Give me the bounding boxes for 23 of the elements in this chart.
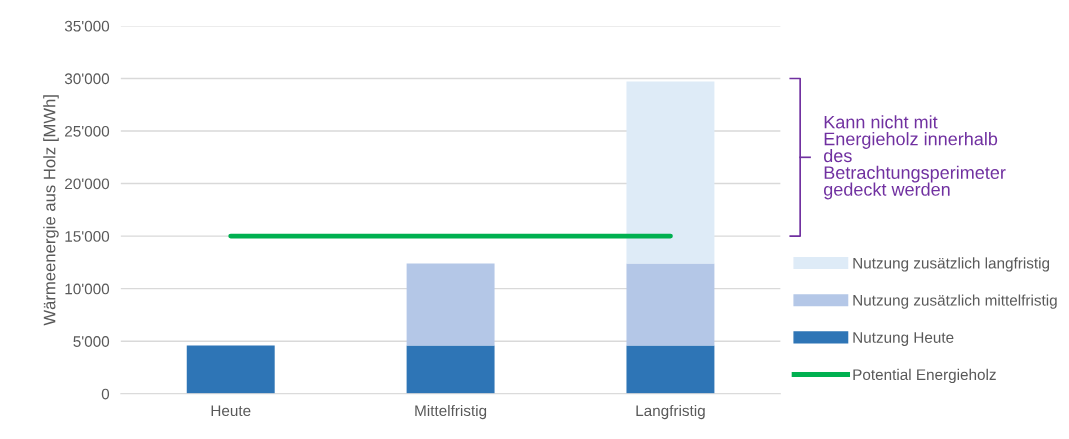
y-tick-label: 15'000 <box>65 230 110 242</box>
x-tick-label: Mittelfristig <box>415 404 487 420</box>
y-tick-label: 20'000 <box>65 178 110 190</box>
legend-label: Nutzung zusätzlich langfristig <box>853 257 1050 272</box>
bar <box>626 263 715 346</box>
x-tick-label: Heute <box>211 405 251 417</box>
y-tick-label: 30'000 <box>64 73 110 85</box>
bar <box>626 345 715 394</box>
legend-label: Nutzung zusätzlich mittelfristig <box>853 294 1057 309</box>
text: Kann nicht mit Energieholz innerhalb des Betrachtungsperimeter gedeckt werden <box>824 115 1006 200</box>
y-tick-label: 5'000 <box>73 336 110 347</box>
bar <box>406 345 495 394</box>
y-axis-title: Wärmeenergie aus Holz [MWh] <box>43 95 59 326</box>
y-tick-label: 0 <box>101 388 110 400</box>
legend-label: Potential Energieholz <box>853 368 996 384</box>
x-tick-label: Langfristig <box>636 404 705 420</box>
bar <box>406 263 495 346</box>
bar <box>186 345 275 394</box>
y-tick-label: 10'000 <box>65 283 110 295</box>
y-tick-label: 25'000 <box>65 125 110 137</box>
bar <box>626 81 715 264</box>
y-tick-label: 35'000 <box>64 20 110 32</box>
legend-label: Nutzung Heute <box>853 332 954 346</box>
